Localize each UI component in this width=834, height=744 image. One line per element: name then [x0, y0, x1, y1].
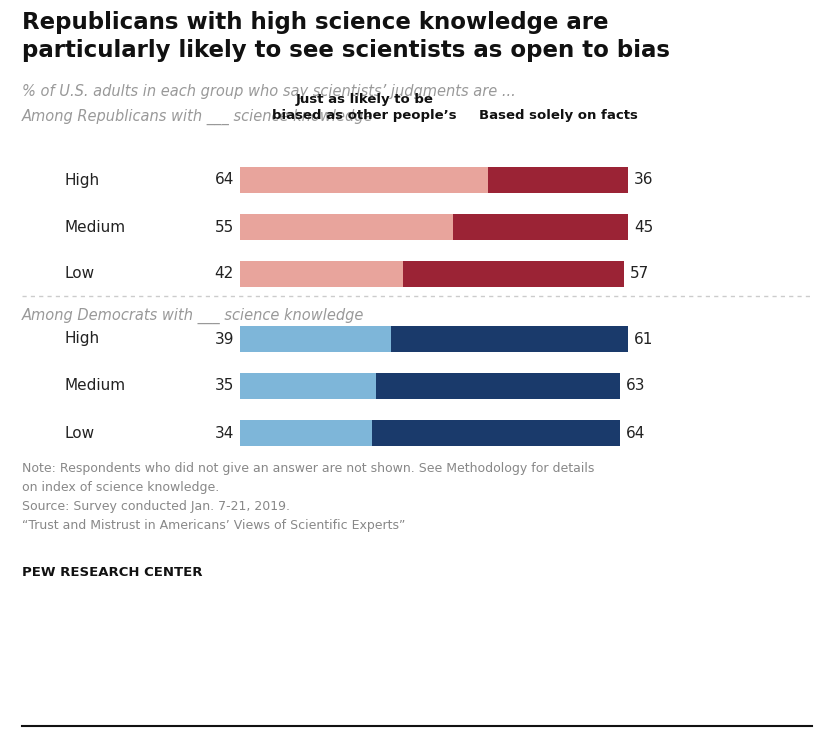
- Text: Based solely on facts: Based solely on facts: [479, 109, 638, 122]
- Bar: [240, 373, 376, 399]
- Bar: [240, 214, 454, 240]
- Text: 64: 64: [626, 426, 646, 440]
- Bar: [403, 261, 624, 287]
- Text: Among Democrats with ___ science knowledge: Among Democrats with ___ science knowled…: [22, 308, 364, 324]
- Text: Republicans with high science knowledge are
particularly likely to see scientist: Republicans with high science knowledge …: [22, 11, 670, 62]
- Text: 57: 57: [631, 266, 650, 281]
- Text: 36: 36: [634, 173, 654, 187]
- Bar: [240, 261, 403, 287]
- Text: Note: Respondents who did not give an answer are not shown. See Methodology for : Note: Respondents who did not give an an…: [22, 462, 595, 532]
- Text: 61: 61: [634, 332, 653, 347]
- Text: High: High: [65, 173, 100, 187]
- Text: PEW RESEARCH CENTER: PEW RESEARCH CENTER: [22, 566, 203, 579]
- Bar: [240, 326, 391, 352]
- Text: Medium: Medium: [65, 219, 126, 234]
- Text: 42: 42: [214, 266, 234, 281]
- Bar: [372, 420, 620, 446]
- Text: Medium: Medium: [65, 379, 126, 394]
- Text: 35: 35: [214, 379, 234, 394]
- Text: Just as likely to be
biased as other people’s: Just as likely to be biased as other peo…: [272, 93, 456, 122]
- Text: 39: 39: [214, 332, 234, 347]
- Text: Low: Low: [65, 266, 95, 281]
- Text: High: High: [65, 332, 100, 347]
- Bar: [240, 167, 489, 193]
- Bar: [376, 373, 620, 399]
- Text: 45: 45: [634, 219, 653, 234]
- Text: 64: 64: [214, 173, 234, 187]
- Bar: [240, 420, 372, 446]
- Text: 34: 34: [214, 426, 234, 440]
- Text: 55: 55: [214, 219, 234, 234]
- Text: Among Republicans with ___ science knowledge: Among Republicans with ___ science knowl…: [22, 109, 374, 125]
- Bar: [391, 326, 628, 352]
- Text: 63: 63: [626, 379, 646, 394]
- Text: Low: Low: [65, 426, 95, 440]
- Bar: [489, 167, 628, 193]
- Text: % of U.S. adults in each group who say scientists’ judgments are ...: % of U.S. adults in each group who say s…: [22, 84, 515, 99]
- Bar: [454, 214, 628, 240]
